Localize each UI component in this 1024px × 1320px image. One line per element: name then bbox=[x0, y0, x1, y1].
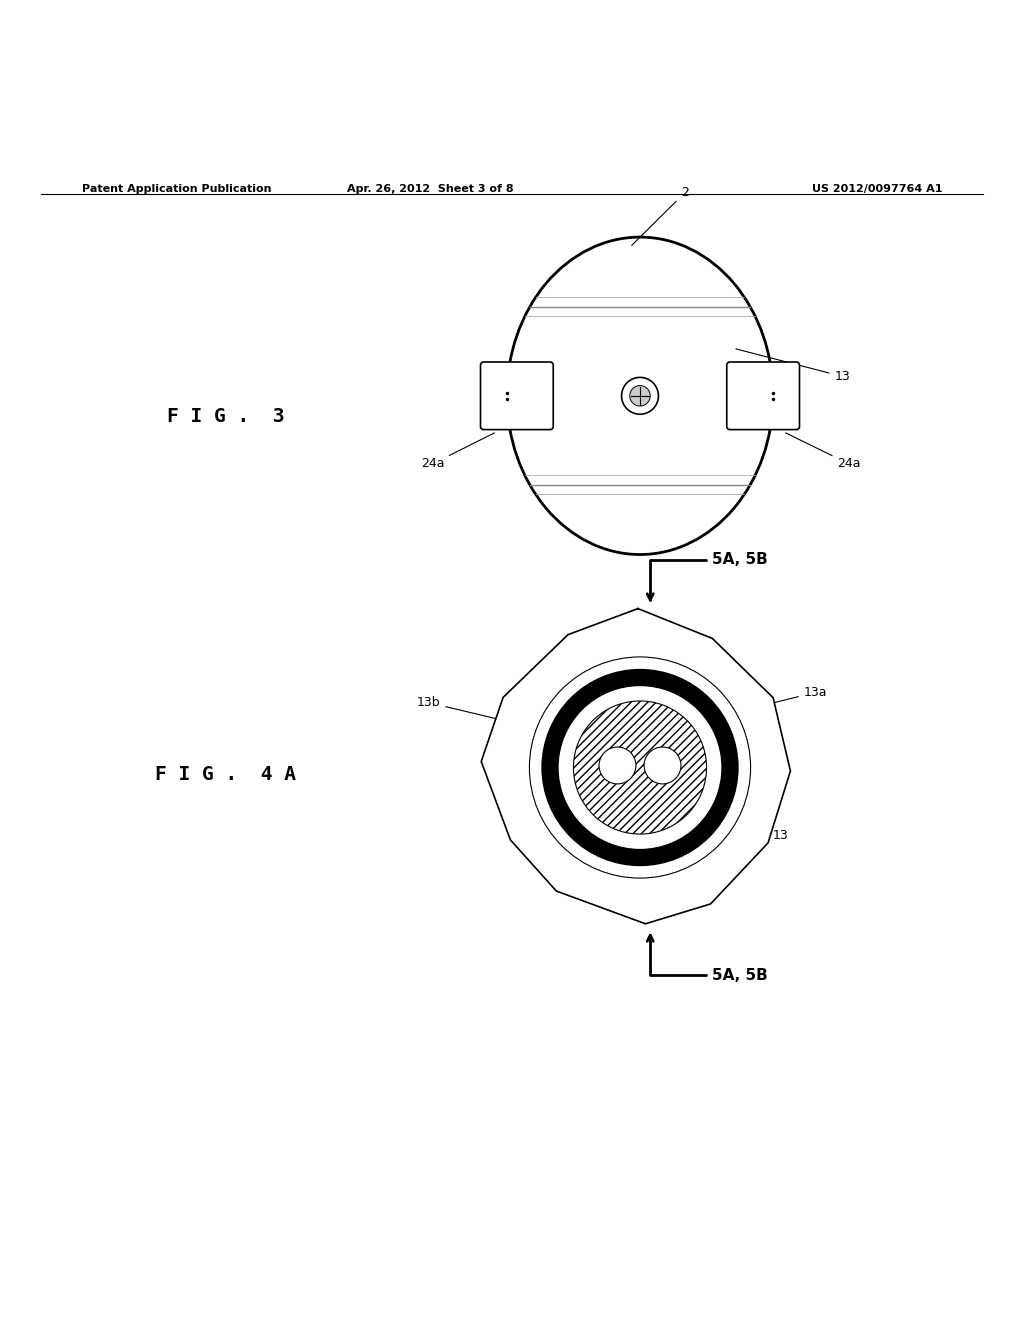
FancyBboxPatch shape bbox=[480, 362, 553, 429]
Text: 24a: 24a bbox=[785, 433, 861, 470]
Text: 13: 13 bbox=[736, 348, 850, 383]
Circle shape bbox=[599, 747, 636, 784]
Circle shape bbox=[644, 747, 681, 784]
Text: 13b: 13b bbox=[417, 696, 526, 726]
Circle shape bbox=[630, 385, 650, 407]
Text: 5A, 5B: 5A, 5B bbox=[647, 552, 767, 599]
Polygon shape bbox=[573, 701, 707, 834]
Text: 13: 13 bbox=[696, 804, 788, 842]
Text: 24a: 24a bbox=[421, 433, 495, 470]
Text: US 2012/0097764 A1: US 2012/0097764 A1 bbox=[812, 183, 942, 194]
FancyBboxPatch shape bbox=[727, 362, 800, 429]
Circle shape bbox=[622, 378, 658, 414]
Circle shape bbox=[558, 685, 722, 850]
Ellipse shape bbox=[507, 238, 773, 554]
Text: F I G .  4 A: F I G . 4 A bbox=[155, 766, 296, 784]
Text: 5A, 5B: 5A, 5B bbox=[647, 935, 767, 983]
Text: Apr. 26, 2012  Sheet 3 of 8: Apr. 26, 2012 Sheet 3 of 8 bbox=[347, 183, 513, 194]
Text: 13a: 13a bbox=[738, 686, 827, 711]
Circle shape bbox=[543, 671, 737, 865]
Circle shape bbox=[529, 657, 751, 878]
Text: 2: 2 bbox=[632, 186, 689, 246]
Polygon shape bbox=[481, 609, 791, 924]
Text: F I G .  3: F I G . 3 bbox=[167, 407, 284, 426]
Text: Patent Application Publication: Patent Application Publication bbox=[82, 183, 271, 194]
